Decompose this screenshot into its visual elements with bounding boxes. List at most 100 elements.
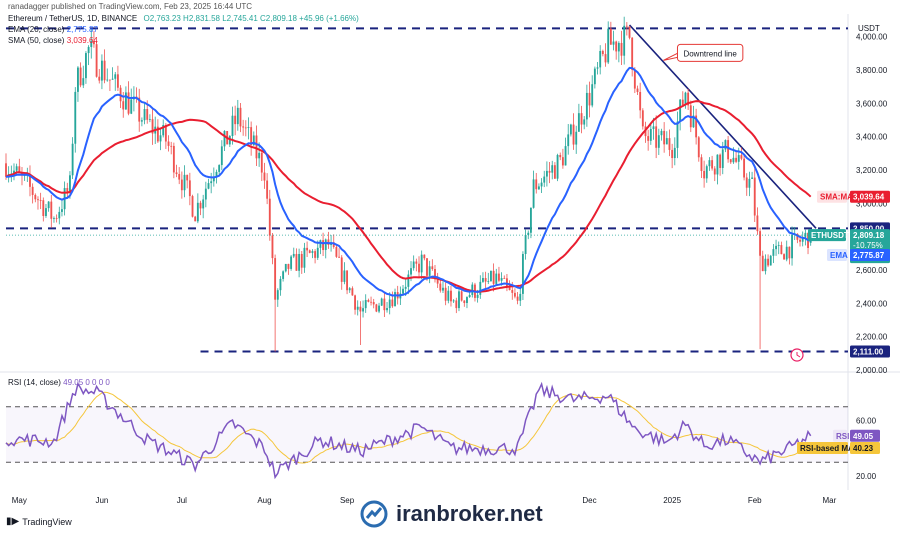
- candle-body: [439, 283, 442, 291]
- candle-body: [167, 141, 170, 146]
- candle-body: [447, 290, 450, 301]
- rsi-ma-name-tag: RSI-based MA: [800, 444, 854, 453]
- candle-body: [378, 305, 380, 312]
- candle-body: [404, 286, 407, 289]
- candle-body: [631, 37, 634, 70]
- candle-body: [716, 154, 719, 175]
- candle-body: [180, 179, 183, 191]
- candle-body: [202, 199, 205, 209]
- candle-body: [575, 131, 578, 145]
- candle-body: [700, 157, 703, 171]
- sma-name-tag-bg: [817, 190, 847, 203]
- candle-body: [186, 174, 189, 181]
- tradingview-brand: TradingView: [22, 516, 72, 527]
- price-tick-label: 3,800.00: [856, 66, 888, 75]
- candle-body: [29, 175, 31, 187]
- candle-body: [737, 155, 740, 162]
- candle-body: [657, 135, 660, 148]
- candle-body: [695, 115, 698, 138]
- candle-body: [521, 253, 524, 294]
- candle-body: [314, 251, 317, 258]
- sma-legend-label: SMA (50, close): [8, 36, 65, 45]
- candle-body: [268, 198, 271, 236]
- candle-body: [252, 135, 255, 146]
- candle-body: [236, 107, 239, 125]
- candle-body: [663, 130, 666, 145]
- watermark: iranbroker.net: [360, 500, 543, 528]
- candle-body: [332, 242, 335, 247]
- candle-body: [380, 298, 383, 306]
- lower-level-tag: 2,111.00: [853, 348, 884, 357]
- candle-body: [450, 290, 452, 302]
- ema-value-tag: 2,775.87: [853, 251, 885, 260]
- rsi-name-tag-bg: [833, 429, 847, 442]
- time-tick-label: May: [12, 496, 27, 505]
- candle-body: [503, 278, 506, 279]
- candle-body: [266, 180, 269, 199]
- annotation-pointer: [663, 52, 678, 61]
- candle-body: [82, 78, 85, 86]
- candle-body: [74, 91, 77, 144]
- candle-body: [516, 296, 519, 301]
- ema-name-tag: EMA: [830, 251, 848, 260]
- symbol-header: Ethereum / TetherUS, 1D, BINANCE O2,763.…: [8, 14, 363, 23]
- candle-body: [18, 166, 21, 173]
- downtrend-annotation: Downtrend line: [683, 49, 737, 58]
- candle-body: [159, 135, 162, 142]
- candle-body: [463, 300, 466, 304]
- candle-body: [391, 299, 394, 307]
- candle-body: [476, 294, 479, 298]
- candle-body: [647, 136, 650, 141]
- rsi-ma-name-tag-bg: [797, 442, 848, 455]
- candle-body: [527, 232, 530, 235]
- time-tick-label: Feb: [748, 496, 762, 505]
- candle-body: [100, 60, 103, 81]
- candle-body: [466, 297, 468, 304]
- candle-body: [143, 108, 146, 121]
- candle-body: [290, 256, 293, 269]
- candle-body: [162, 125, 165, 136]
- candle-body: [426, 258, 428, 276]
- candle-body: [207, 183, 210, 189]
- candle-body: [735, 157, 738, 162]
- candle-body: [359, 306, 362, 312]
- candle-body: [127, 92, 130, 114]
- candle-body: [561, 157, 564, 166]
- candle-body: [548, 170, 551, 173]
- candle-body: [428, 266, 431, 276]
- candle-body: [39, 200, 42, 201]
- candle-body: [641, 110, 644, 127]
- candle-body: [498, 273, 500, 281]
- candle-body: [271, 235, 274, 259]
- candle-body: [348, 288, 351, 291]
- candle-body: [194, 216, 197, 222]
- candle-body: [679, 99, 682, 122]
- candle-body: [287, 263, 290, 269]
- time-tick-label: Mar: [822, 496, 836, 505]
- candle-body: [210, 181, 213, 184]
- candle-body: [415, 261, 418, 264]
- candle-body: [130, 99, 133, 114]
- candle-body: [524, 234, 527, 254]
- candle-body: [244, 127, 247, 129]
- candle-body: [402, 288, 404, 294]
- candle-body: [170, 145, 173, 147]
- candle-body: [636, 88, 639, 92]
- candle-body: [455, 300, 458, 309]
- candle-body: [628, 26, 631, 38]
- candle-body: [111, 78, 114, 80]
- change-tag: -10.75%: [853, 241, 883, 250]
- candle-body: [231, 115, 234, 137]
- candle-body: [340, 257, 343, 282]
- candle-body: [250, 127, 253, 146]
- candle-body: [583, 119, 586, 125]
- rsi-ma-value-tag: 40.23: [853, 444, 874, 453]
- sma-value-tag: 3,039.64: [853, 193, 885, 202]
- tradingview-footer: ▮▶ TradingView: [6, 516, 72, 527]
- candle-body: [247, 127, 250, 128]
- candle-body: [543, 176, 546, 183]
- candle-body: [671, 149, 674, 159]
- candle-body: [69, 175, 71, 192]
- candle-body: [495, 273, 498, 284]
